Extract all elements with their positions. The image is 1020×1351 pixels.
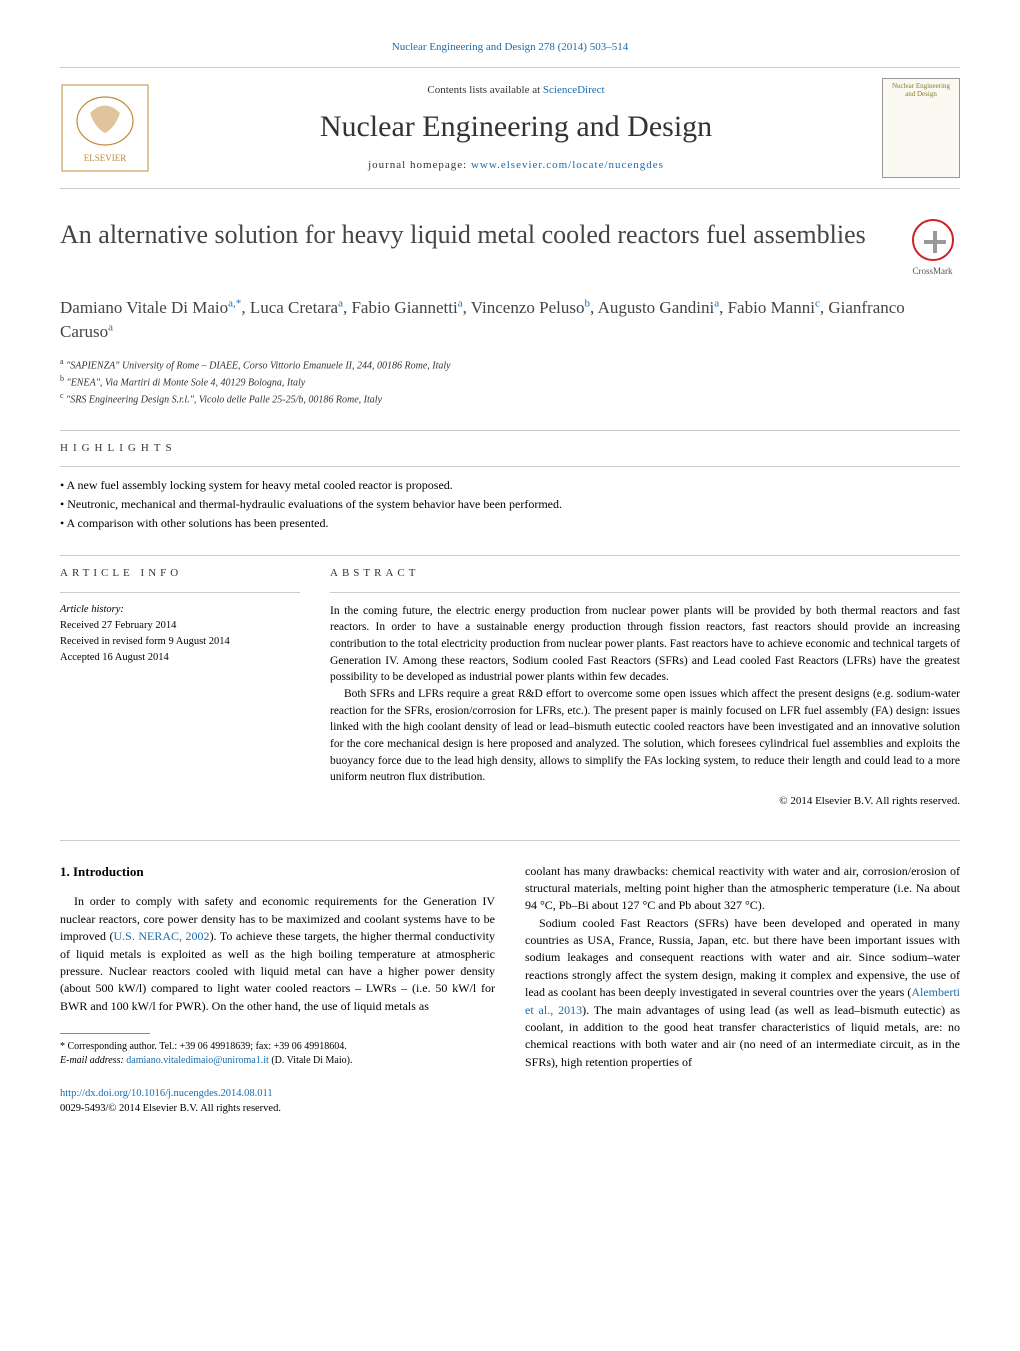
highlight-item: A new fuel assembly locking system for h… <box>60 477 960 494</box>
journal-homepage-line: journal homepage: www.elsevier.com/locat… <box>170 158 862 173</box>
author-affiliation-sup: a <box>458 297 463 309</box>
body-column-right: coolant has many drawbacks: chemical rea… <box>525 863 960 1117</box>
highlight-item: A comparison with other solutions has be… <box>60 515 960 532</box>
intro-paragraph-2a: coolant has many drawbacks: chemical rea… <box>525 863 960 915</box>
doi-link[interactable]: http://dx.doi.org/10.1016/j.nucengdes.20… <box>60 1086 495 1101</box>
abstract-text: In the coming future, the electric energ… <box>330 603 960 786</box>
divider <box>330 592 960 593</box>
abstract-copyright: © 2014 Elsevier B.V. All rights reserved… <box>330 794 960 809</box>
article-history-line: Accepted 16 August 2014 <box>60 651 300 666</box>
article-history-heading: Article history: <box>60 603 300 618</box>
article-info-label: article info <box>60 566 300 581</box>
contents-available-line: Contents lists available at ScienceDirec… <box>170 83 862 98</box>
article-info-block: article info Article history: Received 2… <box>60 566 300 809</box>
email-suffix: (D. Vitale Di Maio). <box>269 1055 353 1066</box>
corresponding-author-email: E-mail address: damiano.vitaledimaio@uni… <box>60 1054 495 1068</box>
citation-link[interactable]: U.S. NERAC, 2002 <box>114 929 210 943</box>
crossmark-icon <box>912 219 954 261</box>
journal-name: Nuclear Engineering and Design <box>170 106 862 148</box>
author-affiliation-sup: c <box>815 297 820 309</box>
affiliations-list: a "SAPIENZA" University of Rome – DIAEE,… <box>60 356 960 408</box>
journal-homepage-link[interactable]: www.elsevier.com/locate/nucengdes <box>471 159 664 171</box>
header-center: Contents lists available at ScienceDirec… <box>170 83 862 174</box>
journal-cover-label: Nuclear Engineering and Design <box>887 83 955 98</box>
author-name: Fabio Manni <box>728 298 815 317</box>
svg-text:ELSEVIER: ELSEVIER <box>84 153 127 163</box>
highlights-label: highlights <box>60 441 960 456</box>
authors-list: Damiano Vitale Di Maioa,*, Luca Cretaraa… <box>60 296 960 344</box>
author-name: Vincenzo Peluso <box>471 298 585 317</box>
author-name: Fabio Giannetti <box>351 298 457 317</box>
author-name: Damiano Vitale Di Maio <box>60 298 228 317</box>
author-name: Luca Cretara <box>250 298 338 317</box>
author-email-link[interactable]: damiano.vitaledimaio@uniroma1.it <box>126 1055 269 1066</box>
article-history-line: Received in revised form 9 August 2014 <box>60 635 300 650</box>
affiliation-line: c "SRS Engineering Design S.r.l.", Vicol… <box>60 390 960 407</box>
author-affiliation-sup: a <box>714 297 719 309</box>
author-affiliation-sup: a,* <box>228 297 241 309</box>
divider <box>60 466 960 467</box>
article-history-line: Received 27 February 2014 <box>60 619 300 634</box>
author-affiliation-sup: a <box>338 297 343 309</box>
author-name: Augusto Gandini <box>598 298 715 317</box>
author-affiliation-sup: a <box>108 321 113 333</box>
highlight-item: Neutronic, mechanical and thermal-hydrau… <box>60 496 960 513</box>
affiliation-line: a "SAPIENZA" University of Rome – DIAEE,… <box>60 356 960 373</box>
intro-heading: 1. Introduction <box>60 863 495 882</box>
citation-link[interactable]: Alemberti et al., 2013 <box>525 985 960 1016</box>
homepage-prefix: journal homepage: <box>368 159 471 171</box>
footnote-separator <box>60 1033 150 1034</box>
article-title: An alternative solution for heavy liquid… <box>60 219 885 252</box>
divider <box>60 840 960 841</box>
body-column-left: 1. Introduction In order to comply with … <box>60 863 495 1117</box>
corresponding-author-note: * Corresponding author. Tel.: +39 06 499… <box>60 1040 495 1054</box>
issn-copyright: 0029-5493/© 2014 Elsevier B.V. All right… <box>60 1101 495 1116</box>
author-affiliation-sup: b <box>585 297 591 309</box>
footnotes: * Corresponding author. Tel.: +39 06 499… <box>60 1040 495 1068</box>
journal-cover-thumbnail: Nuclear Engineering and Design <box>882 78 960 178</box>
doi-block: http://dx.doi.org/10.1016/j.nucengdes.20… <box>60 1086 495 1116</box>
crossmark-badge[interactable]: CrossMark <box>905 219 960 278</box>
abstract-label: abstract <box>330 566 960 581</box>
divider <box>60 555 960 556</box>
contents-prefix: Contents lists available at <box>427 84 542 96</box>
abstract-paragraph: Both SFRs and LFRs require a great R&D e… <box>330 686 960 786</box>
elsevier-logo: ELSEVIER <box>60 83 150 173</box>
sciencedirect-link[interactable]: ScienceDirect <box>543 84 605 96</box>
affiliation-line: b "ENEA", Via Martiri di Monte Sole 4, 4… <box>60 373 960 390</box>
intro-paragraph-2b: Sodium cooled Fast Reactors (SFRs) have … <box>525 915 960 1072</box>
crossmark-label: CrossMark <box>905 265 960 278</box>
divider <box>60 592 300 593</box>
intro-paragraph-1: In order to comply with safety and econo… <box>60 893 495 1015</box>
divider <box>60 430 960 431</box>
email-label: E-mail address: <box>60 1055 126 1066</box>
journal-issue-link[interactable]: Nuclear Engineering and Design 278 (2014… <box>60 40 960 55</box>
abstract-paragraph: In the coming future, the electric energ… <box>330 603 960 686</box>
abstract-block: abstract In the coming future, the elect… <box>330 566 960 809</box>
journal-header-bar: ELSEVIER Contents lists available at Sci… <box>60 67 960 189</box>
highlights-list: A new fuel assembly locking system for h… <box>60 477 960 531</box>
